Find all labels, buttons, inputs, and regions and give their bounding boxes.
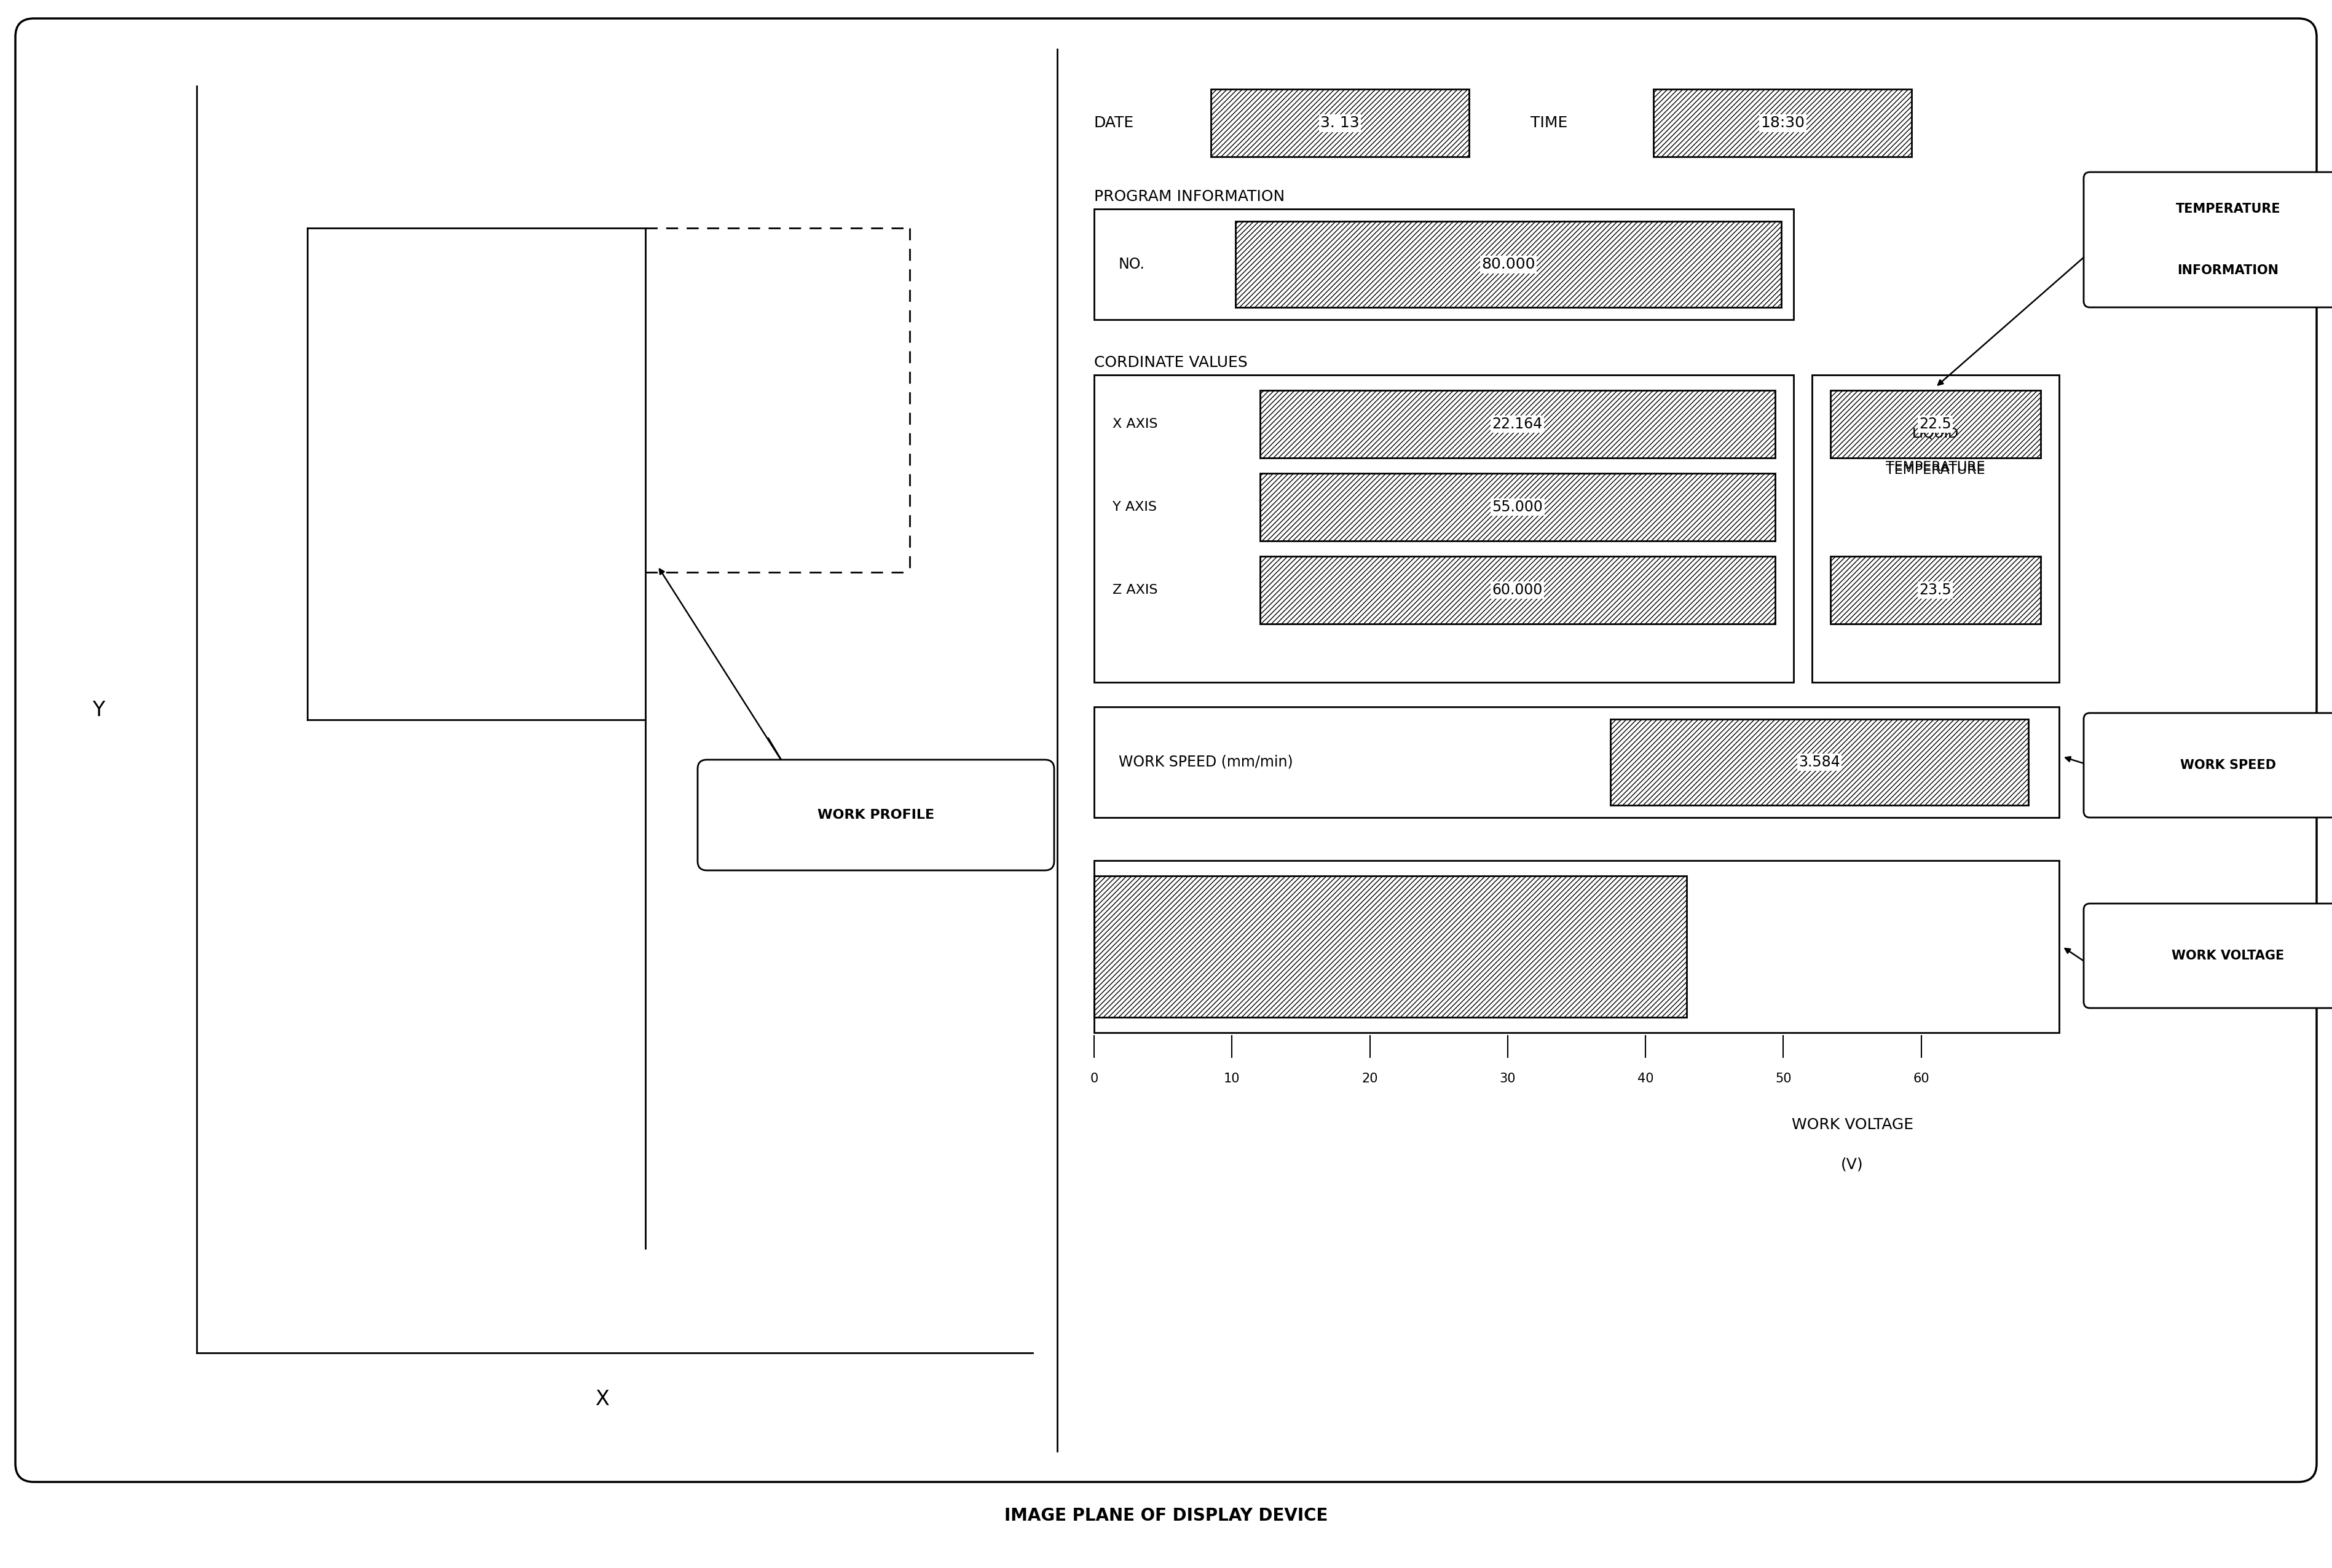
- Text: 0: 0: [1089, 1073, 1098, 1085]
- Text: 60: 60: [1912, 1073, 1929, 1085]
- Bar: [1831, 390, 2040, 458]
- Bar: [1259, 390, 1775, 458]
- Text: (V): (V): [1840, 1157, 1863, 1173]
- Bar: [1259, 557, 1775, 624]
- Bar: [1236, 221, 1782, 307]
- Text: IMAGE PLANE OF DISPLAY DEVICE: IMAGE PLANE OF DISPLAY DEVICE: [1005, 1507, 1327, 1524]
- Bar: [1259, 390, 1775, 458]
- Text: Z AXIS: Z AXIS: [1112, 583, 1157, 596]
- Text: 80.000: 80.000: [1481, 257, 1534, 271]
- Bar: [1653, 89, 1912, 157]
- Bar: [1653, 89, 1912, 157]
- Bar: [1259, 474, 1775, 541]
- Bar: [1236, 221, 1782, 307]
- Bar: [1831, 557, 2040, 624]
- Bar: [1094, 877, 1686, 1018]
- Text: Y AXIS: Y AXIS: [1112, 500, 1157, 513]
- Text: 23.5: 23.5: [1919, 583, 1952, 597]
- Text: LIQUID: LIQUID: [1912, 426, 1959, 439]
- Bar: [1259, 474, 1775, 541]
- Text: 22.164: 22.164: [1492, 417, 1544, 431]
- FancyBboxPatch shape: [2085, 172, 2332, 307]
- Text: AIR: AIR: [1924, 423, 1947, 436]
- Bar: [1094, 861, 2059, 1033]
- Bar: [1611, 720, 2029, 806]
- Text: 18:30: 18:30: [1761, 116, 1805, 130]
- Bar: [1094, 375, 1793, 682]
- Text: 30: 30: [1499, 1073, 1516, 1085]
- Text: CORDINATE VALUES: CORDINATE VALUES: [1094, 356, 1248, 370]
- Text: 50: 50: [1775, 1073, 1791, 1085]
- Text: Y: Y: [93, 699, 105, 720]
- Text: TEMPERATURE: TEMPERATURE: [1887, 461, 1985, 474]
- Text: WORK PROFILE: WORK PROFILE: [819, 809, 935, 822]
- Text: DATE: DATE: [1094, 116, 1133, 130]
- Text: 3. 13: 3. 13: [1320, 116, 1360, 130]
- Bar: [1259, 557, 1775, 624]
- Bar: [1611, 720, 2029, 806]
- Bar: [1210, 89, 1469, 157]
- Text: 40: 40: [1637, 1073, 1653, 1085]
- Text: NO.: NO.: [1119, 257, 1145, 271]
- Bar: [1094, 209, 1793, 320]
- Text: 20: 20: [1362, 1073, 1378, 1085]
- Text: WORK VOLTAGE: WORK VOLTAGE: [2171, 950, 2285, 961]
- Bar: [1812, 375, 2059, 682]
- Text: TEMPERATURE: TEMPERATURE: [1887, 464, 1985, 477]
- FancyBboxPatch shape: [2085, 713, 2332, 817]
- Text: 10: 10: [1224, 1073, 1241, 1085]
- Text: 3.584: 3.584: [1798, 754, 1840, 770]
- FancyBboxPatch shape: [697, 760, 1054, 870]
- Text: 55.000: 55.000: [1492, 500, 1544, 514]
- Text: WORK SPEED: WORK SPEED: [2180, 759, 2276, 771]
- Bar: [1210, 89, 1469, 157]
- Text: WORK VOLTAGE: WORK VOLTAGE: [1791, 1118, 1912, 1132]
- Text: 22.5: 22.5: [1919, 417, 1952, 431]
- Text: TIME: TIME: [1530, 116, 1567, 130]
- Text: INFORMATION: INFORMATION: [2178, 265, 2278, 276]
- FancyBboxPatch shape: [16, 19, 2316, 1482]
- Text: X AXIS: X AXIS: [1112, 419, 1157, 430]
- Text: WORK SPEED (mm/min): WORK SPEED (mm/min): [1119, 754, 1292, 770]
- Bar: [1831, 390, 2040, 458]
- Text: PROGRAM INFORMATION: PROGRAM INFORMATION: [1094, 190, 1285, 204]
- Text: X: X: [595, 1389, 609, 1410]
- Bar: [1094, 707, 2059, 817]
- Text: TEMPERATURE: TEMPERATURE: [2176, 202, 2281, 215]
- FancyBboxPatch shape: [2085, 903, 2332, 1008]
- Bar: [1831, 557, 2040, 624]
- Text: 60.000: 60.000: [1492, 583, 1544, 597]
